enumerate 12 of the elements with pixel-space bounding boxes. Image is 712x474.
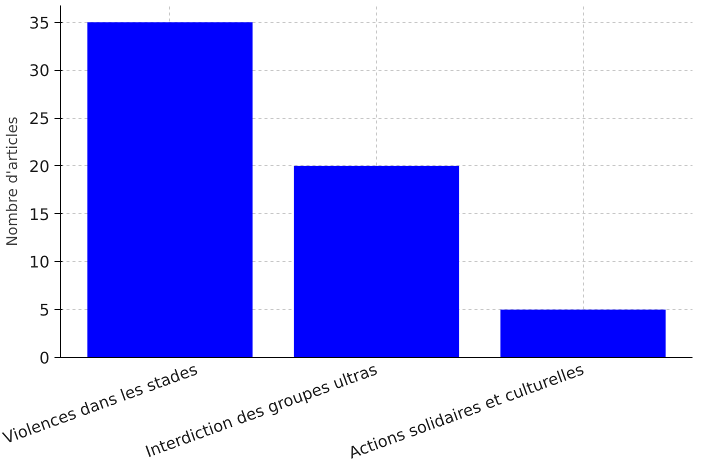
bar xyxy=(500,310,666,358)
y-tick-label: 30 xyxy=(29,61,50,80)
bar xyxy=(87,22,253,358)
y-tick-label: 5 xyxy=(39,300,50,320)
y-tick-label: 0 xyxy=(39,348,50,368)
y-tick-label: 25 xyxy=(29,109,50,128)
y-tick-label: 10 xyxy=(29,252,50,272)
bar xyxy=(294,166,460,358)
y-tick-label: 35 xyxy=(29,13,50,32)
y-axis-title: Nombre d'articles xyxy=(4,116,22,246)
y-tick-label: 15 xyxy=(29,204,50,224)
y-tick-label: 20 xyxy=(29,156,50,176)
